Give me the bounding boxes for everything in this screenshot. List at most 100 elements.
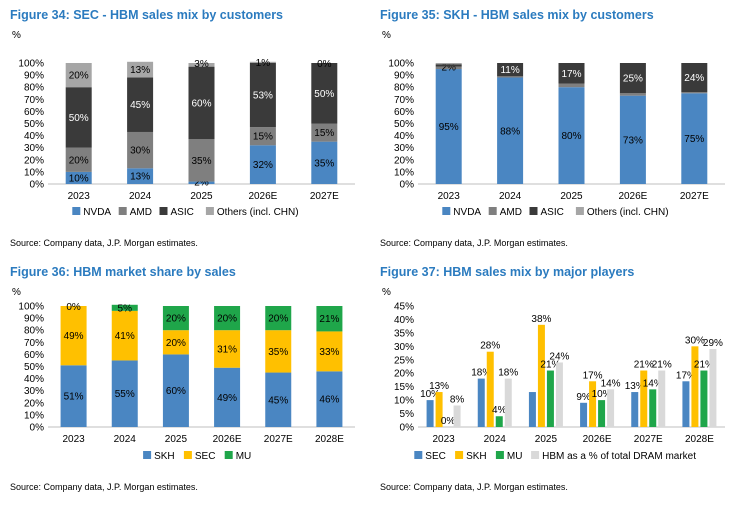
- bar-segment: [249, 127, 276, 146]
- data-label: 60%: [166, 386, 186, 397]
- data-label: 51%: [64, 392, 84, 403]
- legend-swatch: [529, 207, 538, 215]
- source-note: Source: Company data, J.P. Morgan estima…: [10, 238, 198, 248]
- x-tick-label: 2023: [438, 191, 461, 202]
- y-tick-label: 0%: [30, 180, 45, 191]
- figure-title: Figure 35: SKH - HBM sales mix by custom…: [380, 8, 654, 22]
- source-note: Source: Company data, J.P. Morgan estima…: [380, 482, 568, 492]
- bar-segment: [127, 61, 154, 78]
- legend-label: SKH: [466, 451, 487, 462]
- bar-segment: [214, 306, 241, 331]
- y-tick-label: 0%: [400, 423, 415, 434]
- bar-segment: [558, 87, 585, 184]
- data-label: 20%: [69, 155, 89, 166]
- y-tick-label: 20%: [24, 155, 44, 166]
- bar-segment: [311, 63, 338, 124]
- bar-segment: [127, 131, 154, 169]
- data-label: 0%: [317, 59, 332, 70]
- x-tick-label: 2026E: [583, 434, 612, 445]
- y-tick-label: 50%: [394, 119, 414, 130]
- bar-segment: [162, 306, 189, 331]
- legend-swatch: [414, 451, 423, 459]
- y-tick-label: 70%: [24, 338, 44, 349]
- x-tick-label: 2026E: [248, 191, 277, 202]
- legend-label: SKH: [154, 451, 175, 462]
- x-tick-label: 2026E: [618, 191, 647, 202]
- y-tick-label: 30%: [394, 143, 414, 154]
- data-label: 20%: [217, 314, 237, 325]
- figure-title: Figure 34: SEC - HBM sales mix by custom…: [10, 8, 284, 22]
- y-tick-label: 25%: [394, 355, 414, 366]
- bar-segment: [619, 63, 646, 94]
- bar: [528, 392, 536, 427]
- legend-label: Others (incl. CHN): [217, 207, 299, 218]
- x-tick-label: 2023: [68, 191, 91, 202]
- data-label: 20%: [268, 314, 288, 325]
- y-tick-label: 80%: [24, 326, 44, 337]
- data-label: 28%: [480, 341, 500, 352]
- x-tick-label: 2026E: [213, 434, 242, 445]
- data-label: 9%: [576, 392, 591, 403]
- y-tick-label: 10%: [394, 167, 414, 178]
- unit-label: %: [12, 30, 21, 41]
- bar-segment: [681, 63, 708, 93]
- data-label: 17%: [561, 69, 581, 80]
- legend-label: HBM as a % of total DRAM market: [542, 451, 696, 462]
- data-label: 8%: [450, 394, 465, 405]
- legend-swatch: [488, 207, 497, 215]
- data-label: 21%: [694, 360, 714, 371]
- legend-label: AMD: [500, 207, 522, 218]
- data-label: 10%: [420, 389, 440, 400]
- y-tick-label: 70%: [24, 95, 44, 106]
- y-tick-label: 40%: [24, 131, 44, 142]
- data-label: 14%: [643, 378, 663, 389]
- bar-segment: [265, 330, 292, 373]
- data-label: 4%: [492, 405, 507, 416]
- x-tick-label: 2027E: [634, 434, 663, 445]
- bar-segment: [435, 64, 462, 67]
- x-tick-label: 2025: [560, 191, 583, 202]
- data-label: 33%: [319, 347, 339, 358]
- x-tick-label: 2027E: [264, 434, 293, 445]
- legend-label: NVDA: [453, 207, 481, 218]
- y-tick-label: 100%: [388, 59, 414, 70]
- data-label: 75%: [684, 134, 704, 145]
- data-label: 35%: [191, 156, 211, 167]
- y-tick-label: 90%: [24, 71, 44, 82]
- legend-label: NVDA: [83, 207, 111, 218]
- bar: [658, 370, 666, 427]
- data-label: 20%: [166, 338, 186, 349]
- y-tick-label: 20%: [394, 155, 414, 166]
- bar-segment: [558, 83, 585, 88]
- bar-segment: [60, 365, 87, 427]
- figure-35-panel: Figure 35: SKH - HBM sales mix by custom…: [380, 0, 740, 249]
- data-label: 3%: [194, 59, 209, 70]
- bar-segment: [249, 145, 276, 184]
- y-tick-label: 20%: [24, 398, 44, 409]
- legend-swatch: [442, 207, 451, 215]
- data-label: 21%: [319, 314, 339, 325]
- y-tick-label: 10%: [24, 167, 44, 178]
- bar-segment: [65, 147, 92, 172]
- x-tick-label: 2027E: [310, 191, 339, 202]
- y-tick-label: 50%: [24, 119, 44, 130]
- bar: [682, 381, 690, 427]
- y-tick-label: 30%: [24, 143, 44, 154]
- unit-label: %: [382, 30, 391, 41]
- figure-34-panel: Figure 34: SEC - HBM sales mix by custom…: [10, 0, 370, 249]
- data-label: 30%: [130, 146, 150, 157]
- y-tick-label: 20%: [394, 369, 414, 380]
- bar-segment: [435, 69, 462, 184]
- y-tick-label: 15%: [394, 382, 414, 393]
- data-label: 25%: [623, 74, 643, 85]
- bar-segment: [60, 306, 87, 366]
- y-tick-label: 70%: [394, 95, 414, 106]
- legend-swatch: [575, 207, 584, 215]
- legend-label: SEC: [195, 451, 216, 462]
- data-label: 15%: [253, 132, 273, 143]
- bar-segment: [316, 371, 343, 427]
- data-label: 2%: [441, 63, 456, 74]
- bar-segment: [497, 77, 524, 184]
- bar-segment: [316, 306, 343, 332]
- data-label: 14%: [601, 378, 621, 389]
